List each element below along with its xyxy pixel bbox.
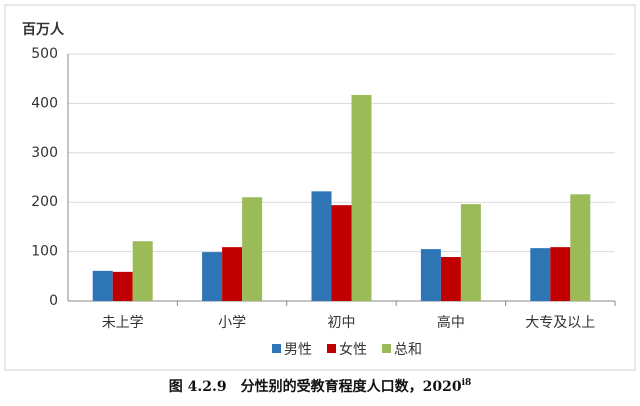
x-tick-label: 大专及以上 xyxy=(525,315,595,331)
legend-swatch xyxy=(327,344,336,353)
legend-swatch xyxy=(382,344,391,353)
bar xyxy=(331,205,352,301)
bar xyxy=(351,95,372,301)
x-tick-label: 高中 xyxy=(437,314,465,331)
y-tick-label: 100 xyxy=(31,244,58,260)
legend-label: 总和 xyxy=(394,342,422,358)
y-tick-label: 200 xyxy=(31,194,58,210)
bar xyxy=(440,257,461,301)
y-tick-label: 500 xyxy=(31,46,58,62)
y-axis-label: 百万人 xyxy=(22,21,65,38)
bar xyxy=(530,248,551,301)
bar xyxy=(92,270,113,301)
caption-text: 图 4.2.9 分性别的受教育程度人口数，2020 xyxy=(169,378,462,395)
x-tick-label: 小学 xyxy=(218,315,246,331)
caption-note: i8 xyxy=(462,378,472,388)
caption: 图 4.2.9 分性别的受教育程度人口数，2020i8 xyxy=(169,378,472,396)
legend-label: 男性 xyxy=(284,342,312,358)
bar xyxy=(202,252,223,301)
bar xyxy=(550,247,571,301)
legend-swatch xyxy=(272,344,281,353)
bar xyxy=(460,204,481,301)
bar xyxy=(132,241,153,301)
legend-label: 女性 xyxy=(339,341,367,358)
chart-border xyxy=(4,4,636,371)
bar xyxy=(311,191,332,301)
bar xyxy=(242,197,263,301)
bar xyxy=(420,249,441,301)
x-tick-label: 未上学 xyxy=(102,315,144,331)
x-tick-label: 初中 xyxy=(328,314,356,331)
y-tick-label: 0 xyxy=(49,293,58,309)
bar xyxy=(112,271,133,301)
y-tick-label: 300 xyxy=(31,145,58,161)
bar xyxy=(570,194,591,301)
y-tick-label: 400 xyxy=(31,95,58,111)
bar xyxy=(222,247,243,301)
